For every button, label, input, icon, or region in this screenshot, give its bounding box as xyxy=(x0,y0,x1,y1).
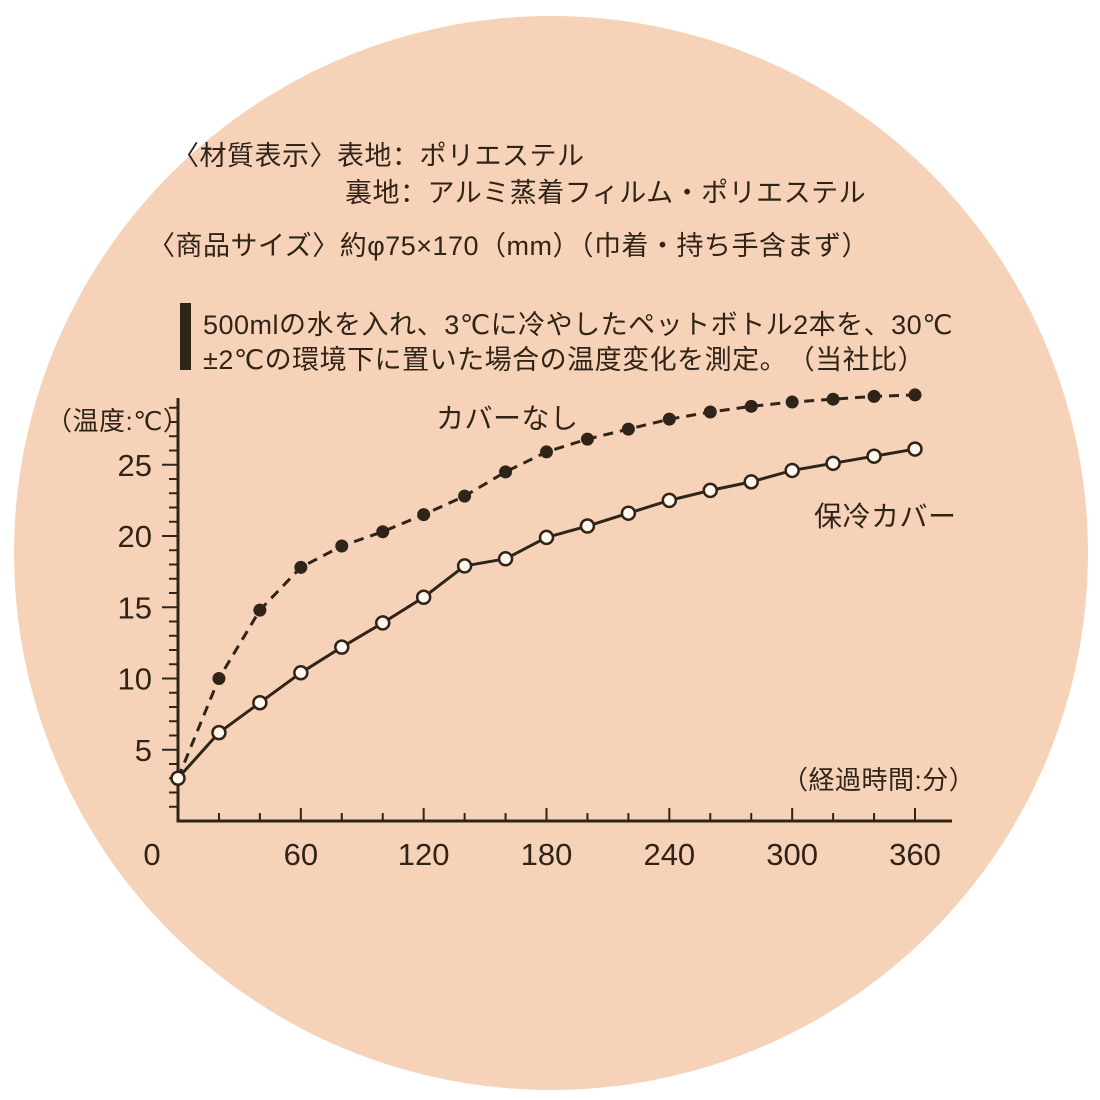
x-tick-label: 0 xyxy=(143,837,160,872)
series-0-marker xyxy=(499,465,513,479)
label-circle xyxy=(14,16,1088,1090)
series-0-marker xyxy=(294,560,308,574)
series-1-marker xyxy=(702,482,719,499)
chart-axes xyxy=(176,398,952,823)
series-0-marker xyxy=(744,399,758,413)
series-1-marker xyxy=(784,462,800,479)
series-0-marker xyxy=(826,392,840,406)
series-0-marker xyxy=(908,388,922,402)
series-1-marker xyxy=(661,492,678,509)
x-axis-label: （経過時間:分） xyxy=(782,765,976,795)
series-0-marker xyxy=(212,672,226,685)
series-0-marker xyxy=(253,603,267,617)
series-1-marker xyxy=(579,518,596,534)
series-label-cooling-cover: 保冷カバー xyxy=(814,501,957,532)
series-1-marker xyxy=(907,441,923,457)
series-0-marker xyxy=(540,445,553,459)
series-0-marker xyxy=(662,412,676,426)
size-line: 〈商品サイズ〉約φ75×170（mm）（巾着・持ち手含まず） xyxy=(148,231,870,261)
y-tick-label: 15 xyxy=(118,590,152,625)
series-line-1 xyxy=(176,447,916,780)
series-0-marker xyxy=(621,422,635,436)
series-label-no-cover: カバーなし xyxy=(436,403,579,434)
series-1-marker xyxy=(866,448,882,464)
series-1-marker xyxy=(743,474,759,490)
series-1-marker xyxy=(374,615,391,631)
series-0-marker xyxy=(458,489,472,503)
series-1-marker xyxy=(334,639,350,655)
x-tick-label: 240 xyxy=(643,837,695,872)
y-axis-label: （温度:℃） xyxy=(46,406,190,436)
series-1-marker xyxy=(293,665,309,681)
y-tick-label: 5 xyxy=(135,733,152,768)
series-1-marker xyxy=(825,455,841,472)
x-tick-label: 120 xyxy=(398,837,450,872)
material-line-2: 裏地：アルミ蒸着フィルム・ポリエステル xyxy=(345,178,867,208)
series-0-marker xyxy=(867,389,881,403)
series-1-marker xyxy=(538,529,555,546)
series-0-marker xyxy=(785,395,799,409)
series-0-marker xyxy=(580,432,594,446)
y-tick-label: 20 xyxy=(118,519,152,554)
series-1-marker xyxy=(620,505,637,521)
series-0-marker xyxy=(376,525,390,539)
series-0-marker xyxy=(417,508,431,522)
x-tick-label: 180 xyxy=(521,837,573,872)
series-1-marker xyxy=(456,558,473,574)
test-note-line-1: 500mlの水を入れ、3℃に冷やしたペットボトル2本を、30℃ xyxy=(203,310,954,340)
series-1-marker xyxy=(170,770,186,786)
series-1-marker xyxy=(252,694,268,711)
series-0-marker xyxy=(335,539,349,553)
x-tick-label: 60 xyxy=(284,837,318,872)
x-tick-label: 360 xyxy=(889,837,941,872)
material-line-1: 〈材質表示〉表地：ポリエステル xyxy=(172,141,585,171)
series-1-marker xyxy=(211,724,227,741)
y-tick-label: 10 xyxy=(118,662,152,697)
series-1-marker xyxy=(415,589,432,606)
y-tick-label: 25 xyxy=(118,448,152,483)
test-note-line-2: ±2℃の環境下に置いた場合の温度変化を測定。 （当社比） xyxy=(203,345,926,375)
series-0-marker xyxy=(703,405,717,419)
x-tick-label: 300 xyxy=(766,837,818,872)
series-1-marker xyxy=(497,551,514,567)
test-note-marker-bar xyxy=(180,303,191,370)
